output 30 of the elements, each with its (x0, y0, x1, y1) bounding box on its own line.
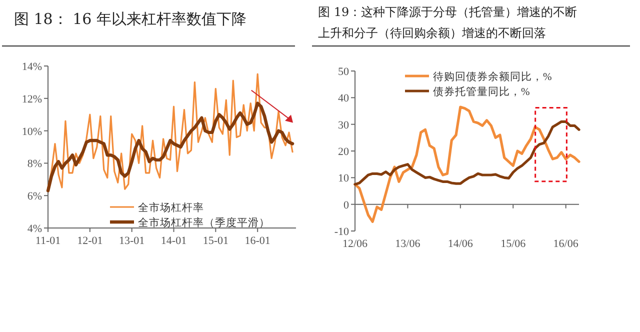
y-tick-label: 8% (27, 158, 42, 170)
x-tick-label: 14-01 (160, 235, 187, 247)
y-tick-label: 10 (338, 172, 350, 185)
x-tick-label: 13/06 (395, 238, 421, 250)
y-tick-label: 50 (338, 66, 350, 78)
y-tick-label: 10% (22, 126, 42, 138)
legend-label: 债券托管量同比，% (433, 85, 530, 98)
x-tick-label: 11-01 (35, 235, 61, 247)
y-tick-label: 6% (27, 190, 42, 203)
chart-title: 图 18： 16 年以来杠杆率数值下降 (14, 9, 248, 30)
x-tick-label: 14/06 (448, 238, 474, 250)
legend-label: 全市场杠杆率 (138, 201, 204, 214)
y-tick-label: 30 (338, 119, 350, 132)
chart-title: 图 19：这种下降源于分母（托管量）增速的不断上升和分子（待回购余额）增速的不断回落 (318, 4, 578, 42)
x-tick-label: 16/06 (553, 238, 579, 250)
y-tick-label: 12% (22, 93, 42, 106)
y-tick-label: 40 (338, 92, 350, 105)
x-tick-label: 16-01 (244, 235, 270, 247)
x-tick-label: 15-01 (202, 235, 228, 247)
x-tick-label: 15/06 (500, 238, 526, 250)
y-tick-label: 14% (22, 61, 42, 73)
y-tick-label: 20 (338, 146, 350, 158)
x-tick-label: 13-01 (118, 235, 145, 247)
legend-label: 待购回债券余额同比，% (433, 70, 552, 83)
y-tick-label: 0 (344, 199, 350, 212)
x-tick-label: 12-01 (77, 235, 103, 247)
y-tick-label: 4% (27, 223, 42, 235)
y-tick-label: -10 (334, 226, 350, 238)
x-tick-label: 12/06 (342, 238, 368, 250)
legend-label: 全市场杠杆率（季度平滑） (138, 216, 270, 229)
